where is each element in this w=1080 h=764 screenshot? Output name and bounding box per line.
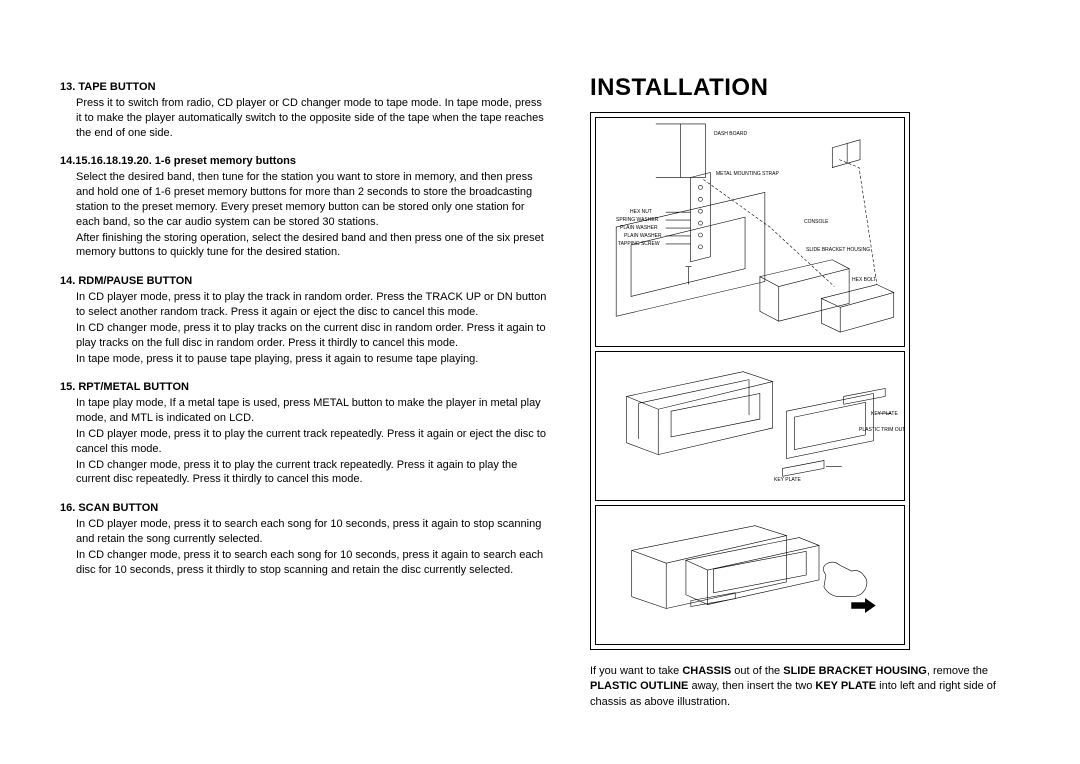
label-console: CONSOLE: [804, 220, 828, 225]
label-plain-washer: PLAIN WASHER: [620, 226, 658, 231]
section-body: In CD changer mode, press it to search e…: [76, 548, 550, 578]
section-heading: 16. SCAN BUTTON: [60, 501, 550, 516]
mounting-svg: [596, 118, 904, 346]
section-heading: 14. RDM/PAUSE BUTTON: [60, 274, 550, 289]
pullout-svg: [596, 506, 904, 644]
section-body: In CD player mode, press it to play the …: [76, 290, 550, 320]
section-body: In CD player mode, press it to search ea…: [76, 517, 550, 547]
section-body: In tape mode, press it to pause tape pla…: [76, 352, 550, 367]
section-16-scan: 16. SCAN BUTTON In CD player mode, press…: [60, 501, 550, 577]
label-hex-nut: HEX NUT: [630, 210, 652, 215]
label-dash-board: DASH BOARD: [714, 132, 747, 137]
label-plastic-trim: PLASTIC TRIM OUT: [859, 428, 905, 433]
diagram-container: DASH BOARD METAL MOUNTING STRAP HEX NUT …: [590, 112, 910, 650]
section-body: After finishing the storing operation, s…: [76, 231, 550, 261]
installation-footnote: If you want to take CHASSIS out of the S…: [590, 664, 1030, 710]
section-body: Select the desired band, then tune for t…: [76, 170, 550, 229]
section-heading: 15. RPT/METAL BUTTON: [60, 380, 550, 395]
section-body: In CD changer mode, press it to play the…: [76, 458, 550, 488]
section-15-rpt-metal: 15. RPT/METAL BUTTON In tape play mode, …: [60, 380, 550, 487]
label-plain-washer2: PLAIN WASHER: [624, 234, 662, 239]
button-descriptions-column: 13. TAPE BUTTON Press it to switch from …: [60, 80, 550, 724]
section-preset-buttons: 14.15.16.18.19.20. 1-6 preset memory but…: [60, 154, 550, 260]
diagram-insert-trim: KEY PLATE PLASTIC TRIM OUT KEY PLATE: [595, 351, 905, 501]
label-key-plate-2: KEY PLATE: [774, 478, 801, 483]
installation-title: INSTALLATION: [590, 74, 1030, 102]
label-slide-bracket: SLIDE BRACKET HOUSING: [806, 248, 870, 253]
section-14-rdm-pause: 14. RDM/PAUSE BUTTON In CD player mode, …: [60, 274, 550, 366]
diagram-pull-out: [595, 505, 905, 645]
insert-svg: [596, 352, 904, 500]
label-metal-strap: METAL MOUNTING STRAP: [716, 172, 779, 177]
section-body: In tape play mode, If a metal tape is us…: [76, 396, 550, 426]
diagram-mounting-exploded: DASH BOARD METAL MOUNTING STRAP HEX NUT …: [595, 117, 905, 347]
section-body: Press it to switch from radio, CD player…: [76, 96, 550, 141]
section-body: In CD changer mode, press it to play tra…: [76, 321, 550, 351]
label-key-plate-1: KEY PLATE: [871, 412, 898, 417]
label-spring-washer: SPRING WASHER: [616, 218, 658, 223]
section-body: In CD player mode, press it to play the …: [76, 427, 550, 457]
section-13-tape: 13. TAPE BUTTON Press it to switch from …: [60, 80, 550, 140]
section-heading: 14.15.16.18.19.20. 1-6 preset memory but…: [60, 154, 550, 169]
label-hex-bolt: HEX BOLT: [852, 278, 876, 283]
label-tapping-screw: TAPPING SCREW: [618, 242, 660, 247]
section-heading: 13. TAPE BUTTON: [60, 80, 550, 95]
installation-column: INSTALLATION: [590, 80, 1030, 724]
